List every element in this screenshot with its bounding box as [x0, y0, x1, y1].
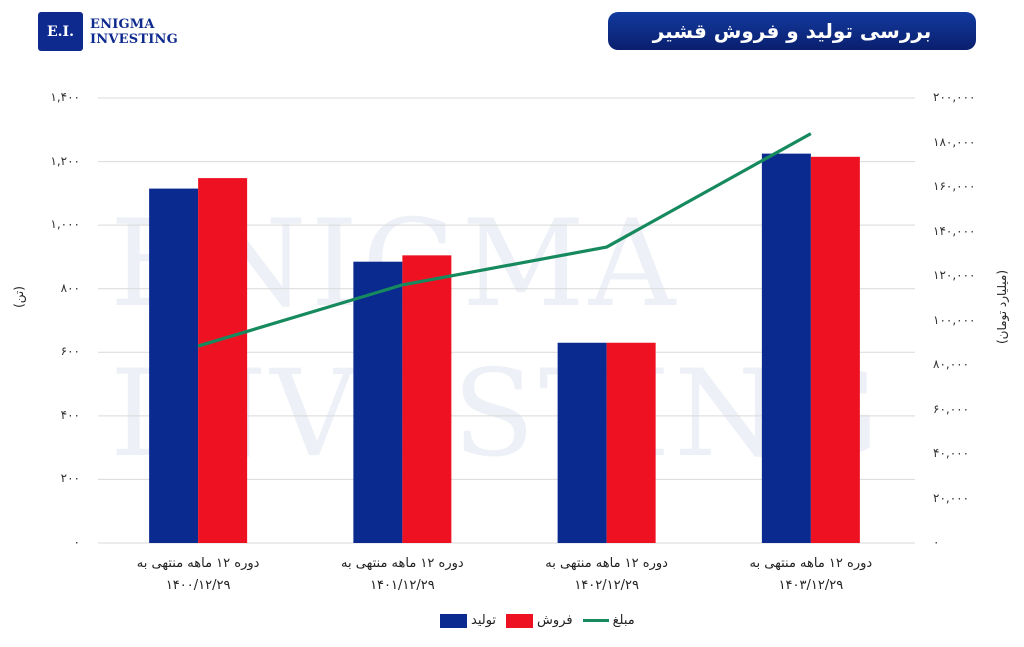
legend-label-production: تولید [471, 613, 497, 628]
left-tick-label: ۱,۰۰۰ [50, 217, 80, 232]
bar-production [149, 188, 199, 543]
left-tick-label: ۱,۴۰۰ [50, 90, 80, 104]
logo: E.I. ENIGMA INVESTING [38, 12, 178, 51]
left-tick-label: ۴۰۰ [60, 407, 80, 422]
logo-text: ENIGMA INVESTING [90, 17, 178, 47]
x-category-label: دوره ۱۲ ماهه منتهی به ۱۴۰۱/۱۲/۲۹ [341, 556, 464, 593]
right-tick-label: ۰ [933, 535, 940, 549]
bar-sales [198, 178, 248, 543]
logo-mark: E.I. [38, 12, 83, 51]
legend-item-amount: مبلغ [582, 613, 635, 628]
legend-label-sales: فروش [537, 613, 573, 628]
right-tick-label: ۸۰,۰۰۰ [933, 357, 970, 371]
right-tick-label: ۲۰۰,۰۰۰ [933, 90, 976, 104]
x-category-label: دوره ۱۲ ماهه منتهی به ۱۴۰۳/۱۲/۲۹ [749, 556, 873, 593]
right-tick-label: ۱۶۰,۰۰۰ [933, 179, 976, 193]
right-tick-label: ۱۲۰,۰۰۰ [933, 268, 976, 282]
legend-label-amount: مبلغ [612, 613, 635, 628]
left-axis-label: (تن) [11, 286, 26, 308]
right-tick-label: ۴۰,۰۰۰ [933, 446, 970, 460]
right-tick-label: ۱۰۰,۰۰۰ [933, 312, 976, 327]
logo-line2: INVESTING [90, 31, 178, 47]
right-tick-label: ۱۸۰,۰۰۰ [933, 134, 976, 149]
legend: مبلغ فروش تولید [440, 613, 635, 628]
bar-sales [606, 342, 656, 543]
left-tick-label: ۰ [73, 535, 80, 549]
x-category-label: دوره ۱۲ ماهه منتهی به ۱۴۰۲/۱۲/۲۹ [545, 556, 668, 593]
bar-sales [810, 156, 860, 543]
line-amount [197, 132, 812, 348]
x-category-label: دوره ۱۲ ماهه منتهی به ۱۴۰۰/۱۲/۲۹ [136, 556, 260, 593]
legend-swatch-production [440, 613, 467, 628]
left-tick-label: ۲۰۰ [60, 471, 80, 486]
logo-line1: ENIGMA [90, 16, 155, 32]
legend-item-production: تولید [440, 613, 496, 628]
legend-swatch-sales [506, 613, 534, 628]
legend-item-sales: فروش [506, 613, 573, 628]
right-tick-label: ۱۴۰,۰۰۰ [933, 223, 976, 238]
bar-production [353, 261, 403, 543]
chart-title-text: بررسی تولید و فروش قشیر [652, 19, 932, 43]
legend-swatch-amount [582, 619, 609, 622]
left-tick-label: ۱,۲۰۰ [50, 153, 80, 168]
right-tick-label: ۲۰,۰۰۰ [933, 490, 970, 505]
bar-sales [402, 255, 452, 543]
left-tick-label: ۶۰۰ [60, 344, 80, 359]
left-tick-label: ۸۰۰ [60, 280, 80, 295]
bar-production [761, 153, 811, 543]
chart-title: بررسی تولید و فروش قشیر [608, 12, 976, 50]
bar-production [557, 342, 607, 543]
right-axis-label: (میلیارد تومان) [995, 269, 1009, 345]
right-tick-label: ۶۰,۰۰۰ [933, 401, 970, 416]
